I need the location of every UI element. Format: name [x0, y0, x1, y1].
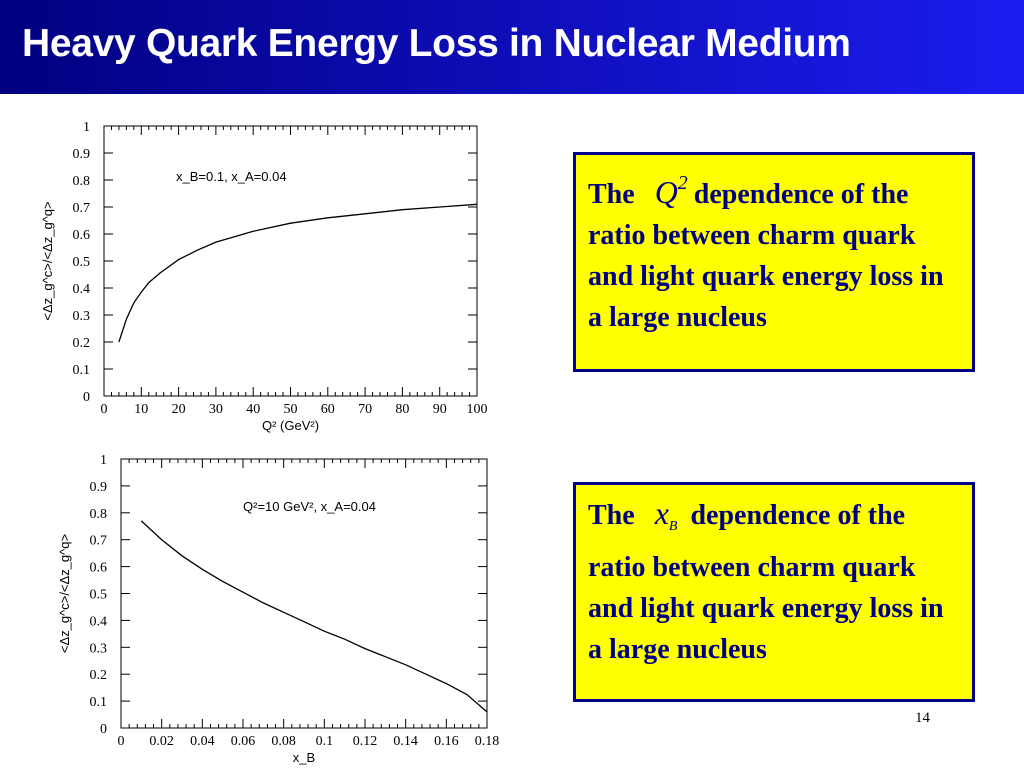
y-axis-label: <Δz_g^c>/<Δz_g^q> — [40, 201, 55, 320]
y-tick-label: 0.2 — [90, 668, 108, 683]
x-b-symbol: xB — [654, 495, 678, 534]
y-tick-label: 0.2 — [73, 336, 91, 351]
x-tick-label: 100 — [467, 402, 488, 417]
title-bar: Heavy Quark Energy Loss in Nuclear Mediu… — [0, 0, 1024, 94]
x-tick-label: 90 — [433, 402, 447, 417]
y-tick-label: 0.4 — [73, 282, 91, 297]
x-tick-label: 0.04 — [190, 734, 215, 749]
x-tick-label: 30 — [209, 402, 223, 417]
x-tick-label: 0.06 — [231, 734, 256, 749]
note-xb-box: The xB dependence of the ratio between ch… — [573, 482, 975, 702]
note-prefix: The — [588, 179, 635, 210]
x-tick-label: 50 — [284, 402, 298, 417]
x-tick-label: 0.12 — [353, 734, 378, 749]
series-line — [118, 203, 478, 343]
x-tick-label: 70 — [358, 402, 372, 417]
x-tick-label: 10 — [134, 402, 148, 417]
y-tick-label: 0.6 — [73, 228, 91, 243]
y-tick-label: 0.7 — [73, 201, 91, 216]
y-tick-label: 0.3 — [90, 641, 108, 656]
x-tick-label: 40 — [246, 402, 260, 417]
slide-title: Heavy Quark Energy Loss in Nuclear Mediu… — [22, 22, 851, 65]
x-tick-label: 0.08 — [271, 734, 296, 749]
x-tick-label: 0.02 — [149, 734, 174, 749]
x-tick-label: 0.14 — [393, 734, 418, 749]
x-tick-label: 0.1 — [316, 734, 334, 749]
y-tick-label: 0.9 — [90, 480, 108, 495]
x-tick-label: 0 — [101, 402, 108, 417]
y-tick-label: 0.3 — [73, 309, 91, 324]
y-tick-label: 0.5 — [73, 255, 91, 270]
x-tick-label: 80 — [395, 402, 409, 417]
y-tick-label: 0.4 — [90, 614, 108, 629]
x-tick-label: 0.18 — [475, 734, 500, 749]
x-tick-label: 60 — [321, 402, 335, 417]
y-tick-label: 0.1 — [73, 363, 91, 378]
note-q2-box: The Q2 dependence of the ratio between cha… — [573, 152, 975, 372]
y-tick-label: 0.7 — [90, 534, 108, 549]
y-tick-label: 0 — [83, 390, 90, 405]
x-tick-label: 0 — [118, 734, 125, 749]
y-tick-label: 0.6 — [90, 561, 108, 576]
q-squared-symbol: Q2 — [654, 172, 688, 210]
x-axis-label: x_B — [293, 750, 315, 765]
note-prefix: The — [588, 500, 635, 531]
y-tick-label: 1 — [83, 120, 90, 135]
y-axis-label: <Δz_g^c>/<Δz_g^q> — [57, 534, 72, 653]
note-text: dependence of the ratio between charm qu… — [588, 500, 944, 665]
y-tick-label: 0.8 — [90, 507, 108, 522]
y-tick-label: 0.5 — [90, 588, 108, 603]
note-text: dependence of the ratio between charm qu… — [588, 179, 944, 333]
x-tick-label: 20 — [172, 402, 186, 417]
x-tick-label: 0.16 — [434, 734, 459, 749]
y-tick-label: 0.1 — [90, 695, 108, 710]
y-tick-label: 1 — [100, 453, 107, 468]
plot-annotation: Q²=10 GeV², x_A=0.04 — [243, 499, 376, 514]
x-axis-label: Q² (GeV²) — [262, 418, 319, 433]
page-number: 14 — [915, 710, 930, 726]
plot-annotation: x_B=0.1, x_A=0.04 — [176, 169, 287, 184]
y-tick-label: 0.9 — [73, 147, 91, 162]
y-tick-label: 0.8 — [73, 174, 91, 189]
y-tick-label: 0 — [100, 722, 107, 737]
series-line — [140, 520, 488, 713]
